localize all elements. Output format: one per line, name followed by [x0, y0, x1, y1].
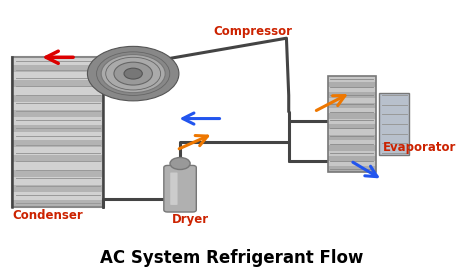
Bar [328, 87, 376, 92]
Bar [328, 161, 376, 167]
Bar [328, 98, 376, 103]
Circle shape [87, 46, 179, 101]
Bar [12, 192, 103, 200]
Bar [328, 140, 376, 145]
Bar [12, 200, 103, 207]
Bar [328, 103, 376, 108]
Bar [12, 95, 103, 102]
FancyBboxPatch shape [170, 173, 178, 205]
Bar [328, 145, 376, 150]
Circle shape [101, 54, 165, 93]
Bar [328, 108, 376, 113]
Bar [12, 72, 103, 80]
Bar [328, 113, 376, 119]
Bar [328, 156, 376, 161]
Bar [12, 147, 103, 155]
Bar [12, 177, 103, 185]
Bar [328, 167, 376, 172]
Text: Compressor: Compressor [213, 25, 292, 38]
Bar [12, 57, 103, 207]
Bar [12, 132, 103, 140]
Text: Evaporator: Evaporator [383, 141, 456, 154]
Bar [12, 185, 103, 192]
FancyBboxPatch shape [379, 93, 409, 155]
Bar [328, 76, 376, 172]
Bar [12, 125, 103, 132]
Text: AC System Refrigerant Flow: AC System Refrigerant Flow [100, 249, 363, 267]
Bar [328, 119, 376, 124]
Bar [12, 110, 103, 117]
Bar [12, 162, 103, 170]
Bar [12, 117, 103, 125]
Text: Condenser: Condenser [12, 209, 82, 222]
Bar [12, 87, 103, 95]
Bar [12, 155, 103, 162]
Circle shape [124, 68, 142, 79]
Text: Dryer: Dryer [172, 213, 209, 226]
Bar [328, 124, 376, 129]
Bar [328, 129, 376, 135]
FancyBboxPatch shape [164, 165, 196, 212]
Bar [328, 76, 376, 82]
Bar [12, 140, 103, 147]
Bar [12, 170, 103, 177]
Bar [328, 82, 376, 87]
Bar [12, 80, 103, 87]
Bar [12, 65, 103, 72]
Bar [328, 92, 376, 98]
Bar [12, 57, 103, 65]
Bar [12, 102, 103, 110]
Circle shape [114, 62, 152, 85]
Circle shape [170, 158, 190, 170]
Bar [328, 135, 376, 140]
Bar [328, 150, 376, 156]
